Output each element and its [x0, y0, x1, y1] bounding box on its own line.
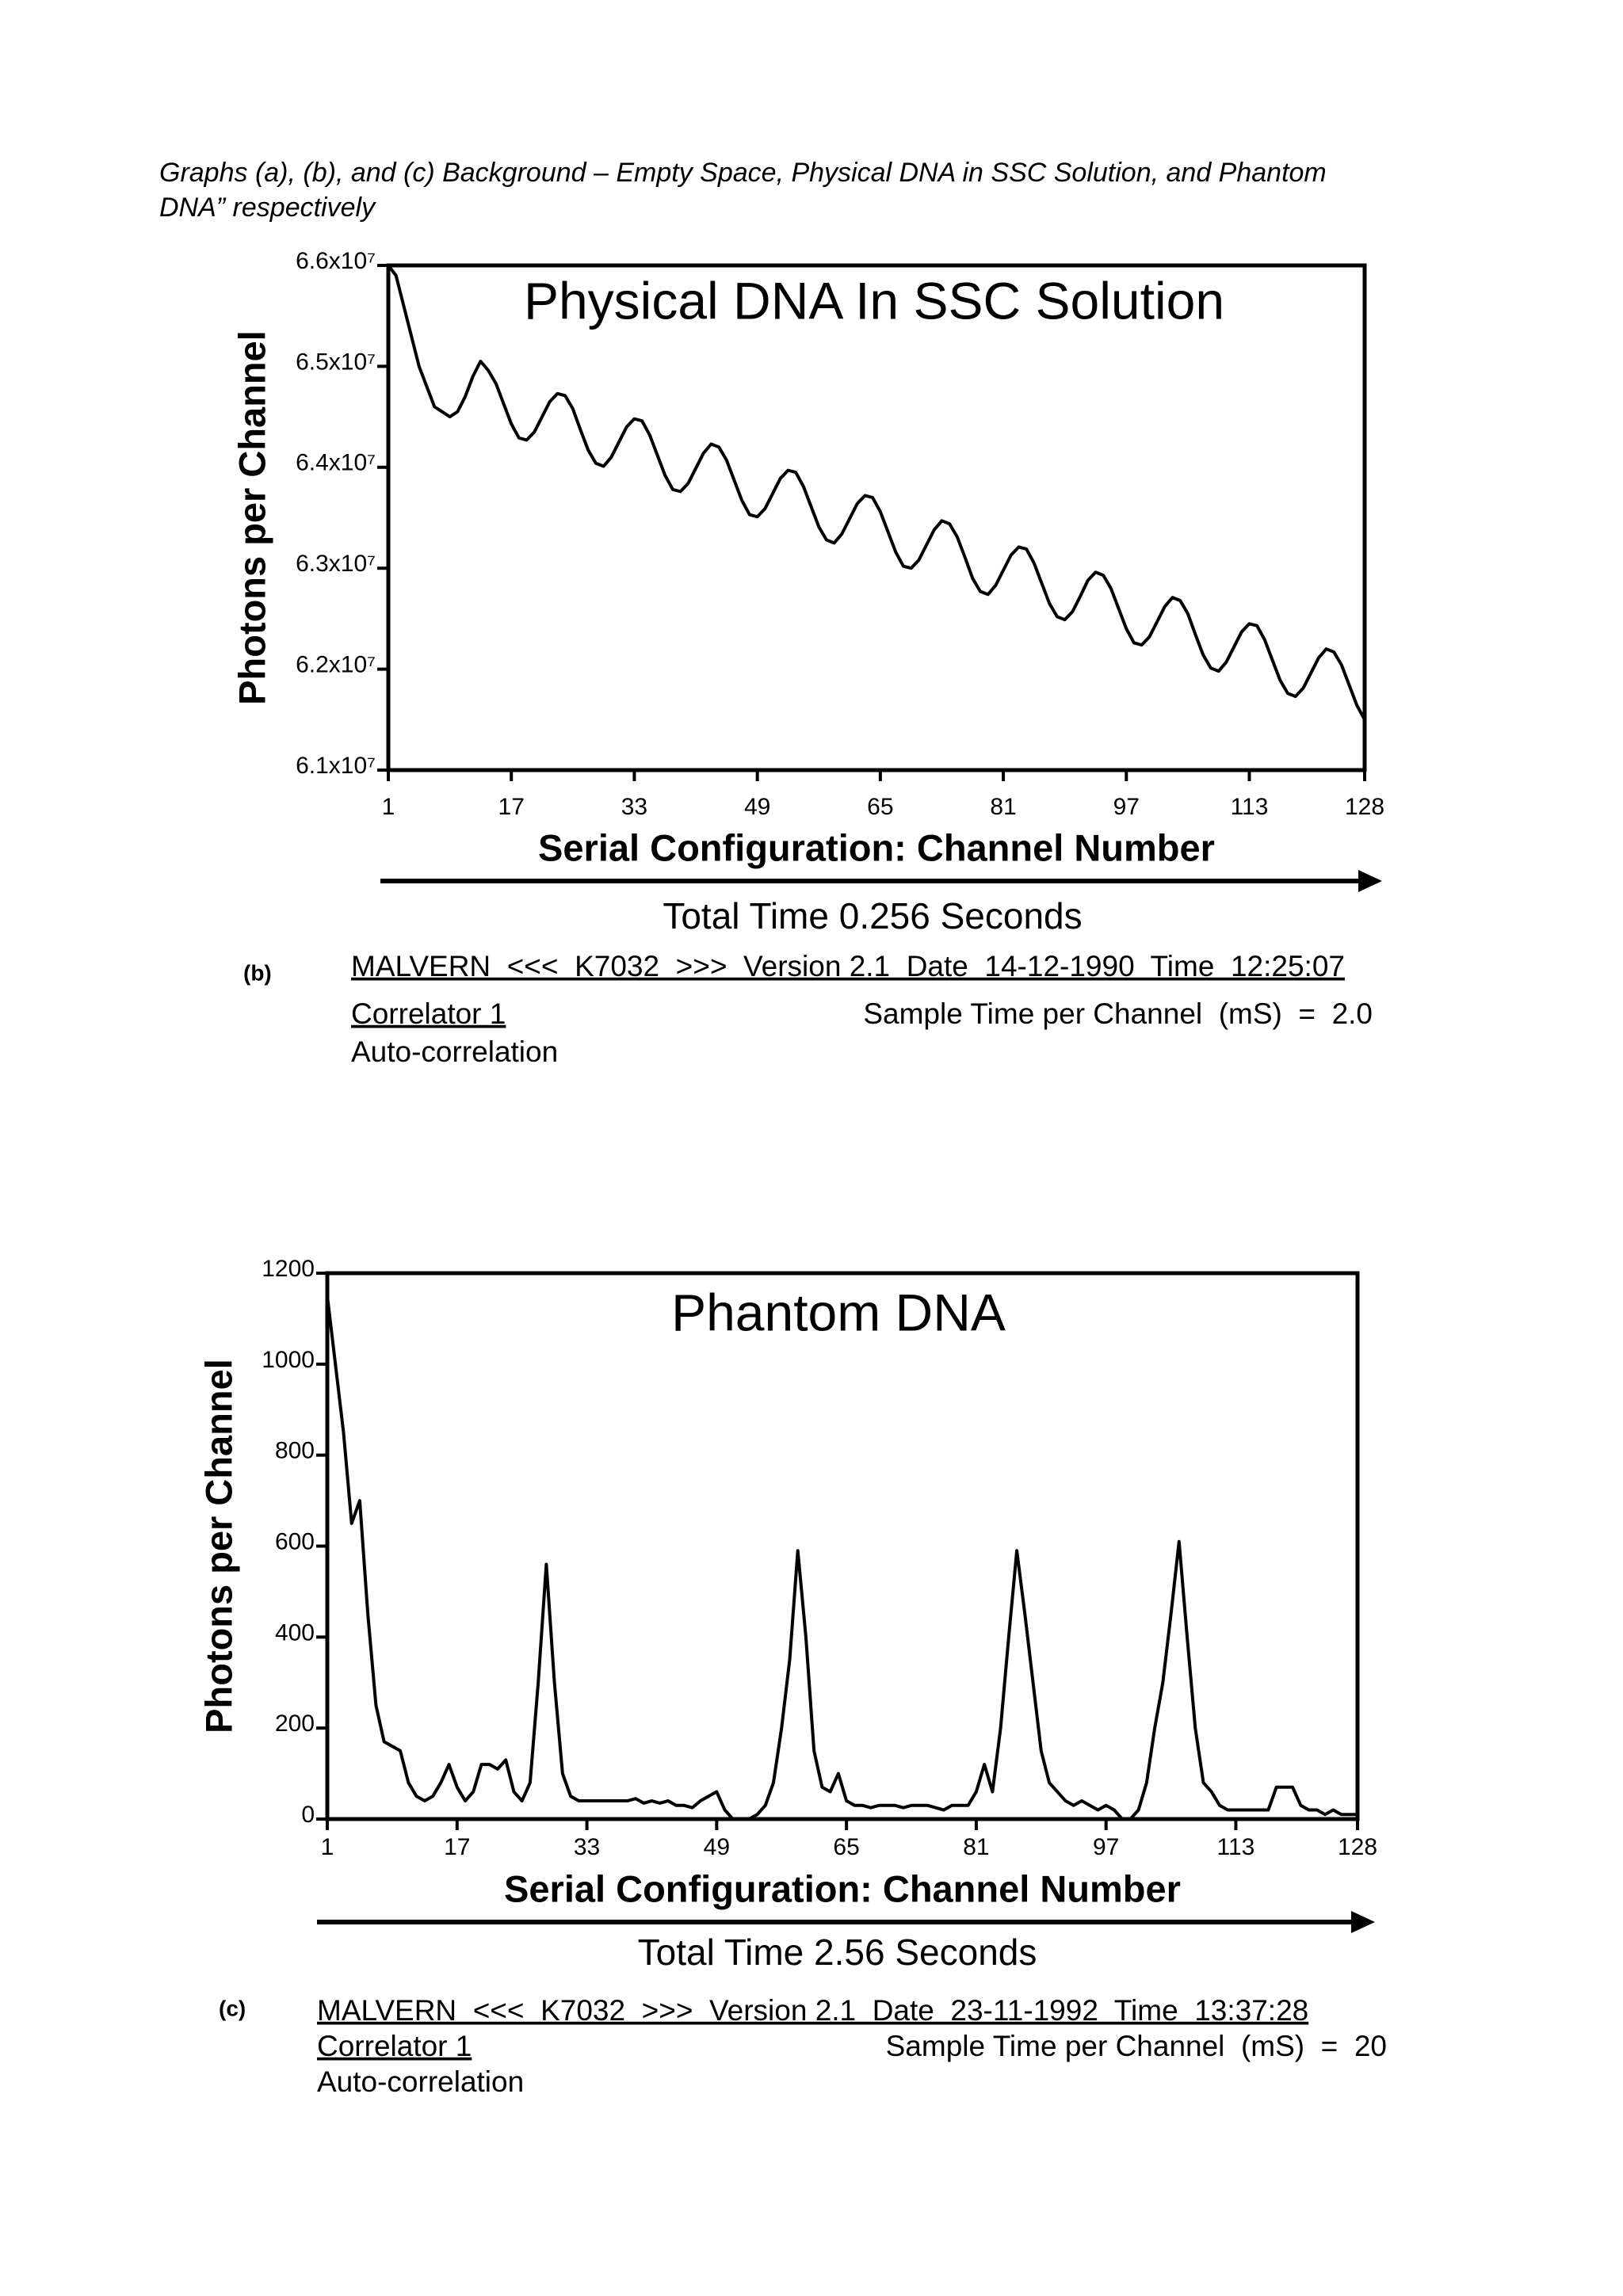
time-label: Total Time 0.256 Seconds	[663, 895, 1082, 936]
plot-frame	[386, 263, 1367, 772]
x-tick-label: 97	[1113, 794, 1140, 820]
chart-title: Phantom DNA	[671, 1283, 1006, 1341]
x-tick-label: 65	[833, 1834, 859, 1860]
x-tick-label: 128	[1345, 794, 1384, 820]
y-tick-label: 400	[275, 1619, 315, 1646]
arrow-head	[1358, 870, 1382, 892]
y-tick-label: 6.6x10⁷	[296, 248, 376, 274]
panel-label: (b)	[243, 960, 272, 985]
x-tick-label: 81	[990, 794, 1016, 820]
x-tick-label: 1	[382, 794, 395, 820]
footer-correlator: Correlator 1	[317, 2030, 472, 2062]
footer-mode: Auto-correlation	[351, 1035, 558, 1068]
y-tick-label: 200	[275, 1711, 315, 1737]
chart-title: Physical DNA In SSC Solution	[524, 271, 1224, 330]
footer-header: MALVERN <<< K7032 >>> Version 2.1 Date 2…	[317, 1994, 1308, 2027]
y-tick-label: 6.1x10⁷	[296, 753, 376, 779]
x-tick-label: 49	[744, 794, 770, 820]
y-tick-label: 800	[275, 1438, 315, 1464]
x-tick-label: 17	[498, 794, 525, 820]
y-tick-label: 6.4x10⁷	[296, 450, 376, 476]
y-axis-label: Photons per Channel	[197, 1359, 239, 1733]
footer-correlator: Correlator 1	[351, 997, 506, 1030]
y-tick-label: 6.3x10⁷	[296, 551, 376, 577]
x-tick-label: 113	[1217, 1834, 1255, 1860]
footer-sample-time: Sample Time per Channel (mS) = 2.0	[863, 997, 1373, 1030]
caption-line: DNA” respectively	[159, 193, 376, 223]
footer-header: MALVERN <<< K7032 >>> Version 2.1 Date 1…	[351, 950, 1345, 982]
footer-mode: Auto-correlation	[317, 2065, 524, 2098]
x-axis-label: Serial Configuration: Channel Number	[504, 1867, 1181, 1909]
y-tick-label: 6.5x10⁷	[296, 349, 376, 375]
x-tick-label: 81	[963, 1834, 989, 1860]
x-tick-label: 33	[621, 794, 647, 820]
arrow-head	[1351, 1911, 1375, 1933]
y-tick-label: 600	[275, 1528, 315, 1554]
data-line	[326, 1295, 1358, 1821]
x-tick-label: 113	[1231, 794, 1269, 820]
x-tick-label: 97	[1093, 1834, 1119, 1860]
x-axis-label: Serial Configuration: Channel Number	[538, 826, 1215, 868]
y-tick-label: 6.2x10⁷	[296, 652, 376, 678]
y-tick-label: 0	[301, 1802, 315, 1828]
x-tick-label: 33	[574, 1834, 600, 1860]
y-tick-label: 1200	[262, 1256, 315, 1282]
x-tick-label: 17	[444, 1834, 470, 1860]
x-tick-label: 49	[704, 1834, 730, 1860]
y-tick-label: 1000	[262, 1347, 315, 1373]
x-tick-label: 1	[321, 1834, 334, 1860]
data-line	[387, 264, 1366, 721]
x-tick-label: 65	[867, 794, 893, 820]
y-axis-label: Photons per Channel	[231, 330, 273, 705]
caption-line: Graphs (a), (b), and (c) Background – Em…	[159, 158, 1327, 188]
panel-label: (c)	[219, 1996, 246, 2020]
time-label: Total Time 2.56 Seconds	[638, 1932, 1037, 1973]
x-tick-label: 128	[1338, 1834, 1377, 1860]
footer-sample-time: Sample Time per Channel (mS) = 20	[886, 2030, 1387, 2062]
